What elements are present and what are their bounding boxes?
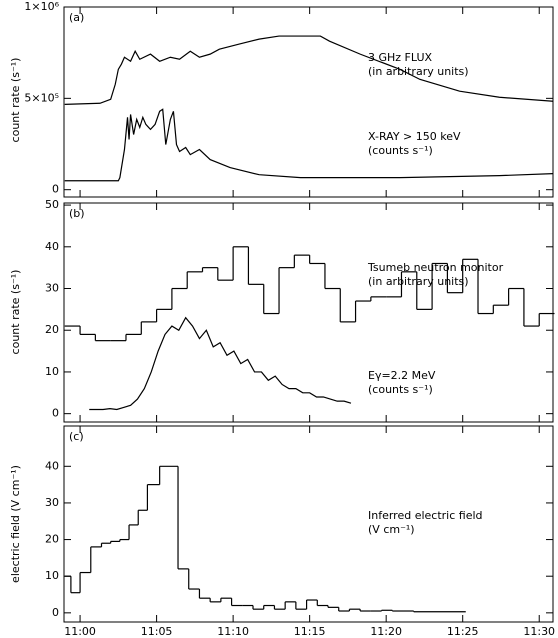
y-axis-title: electric field (V cm⁻¹) xyxy=(9,465,22,583)
y-axis-title: count rate (s⁻¹) xyxy=(9,270,22,355)
annotation: 3 GHz FLUX xyxy=(368,51,433,64)
y-tick-label: 0 xyxy=(52,606,59,619)
x-tick-label: 11:25 xyxy=(447,625,479,638)
y-tick-label: 10 xyxy=(45,365,59,378)
y-tick-label: 1×10⁶ xyxy=(24,0,59,13)
annotation: (counts s⁻¹) xyxy=(368,383,433,396)
y-tick-label: 30 xyxy=(45,496,59,509)
plot-frame xyxy=(63,202,554,423)
y-tick-label: 40 xyxy=(45,240,59,253)
y-tick-label: 20 xyxy=(45,323,59,336)
data-line xyxy=(89,316,352,411)
annotation: (in arbitrary units) xyxy=(368,275,469,288)
x-tick-label: 11:10 xyxy=(217,625,249,638)
plot-frame xyxy=(63,425,554,623)
x-tick-label: 11:05 xyxy=(141,625,173,638)
annotation: X-RAY > 150 keV xyxy=(368,130,461,143)
annotation: (in arbitrary units) xyxy=(368,65,469,78)
y-tick-label: 40 xyxy=(45,459,59,472)
y-tick-label: 5×10⁵ xyxy=(24,91,59,104)
data-line xyxy=(64,35,554,105)
y-tick-label: 0 xyxy=(52,183,59,196)
y-axis-title: count rate (s⁻¹) xyxy=(9,58,22,143)
x-tick-label: 11:15 xyxy=(294,625,326,638)
y-tick-label: 50 xyxy=(45,198,59,211)
data-line xyxy=(64,108,554,182)
panel-label: (a) xyxy=(69,11,84,24)
x-tick-label: 11:30 xyxy=(523,625,555,638)
annotation: Tsumeb neutron monitor xyxy=(367,261,504,274)
y-tick-label: 0 xyxy=(52,407,59,420)
y-tick-label: 30 xyxy=(45,282,59,295)
annotation: Eγ=2.2 MeV xyxy=(368,369,436,382)
x-tick-label: 11:00 xyxy=(64,625,96,638)
y-tick-label: 20 xyxy=(45,533,59,546)
annotation: (counts s⁻¹) xyxy=(368,144,433,157)
y-tick-label: 10 xyxy=(45,569,59,582)
annotation: Inferred electric field xyxy=(368,509,483,522)
panel-label: (c) xyxy=(69,430,84,443)
x-tick-label: 11:20 xyxy=(370,625,402,638)
panel-label: (b) xyxy=(69,207,85,220)
annotation: (V cm⁻¹) xyxy=(368,523,415,536)
plot-frame xyxy=(63,6,554,198)
